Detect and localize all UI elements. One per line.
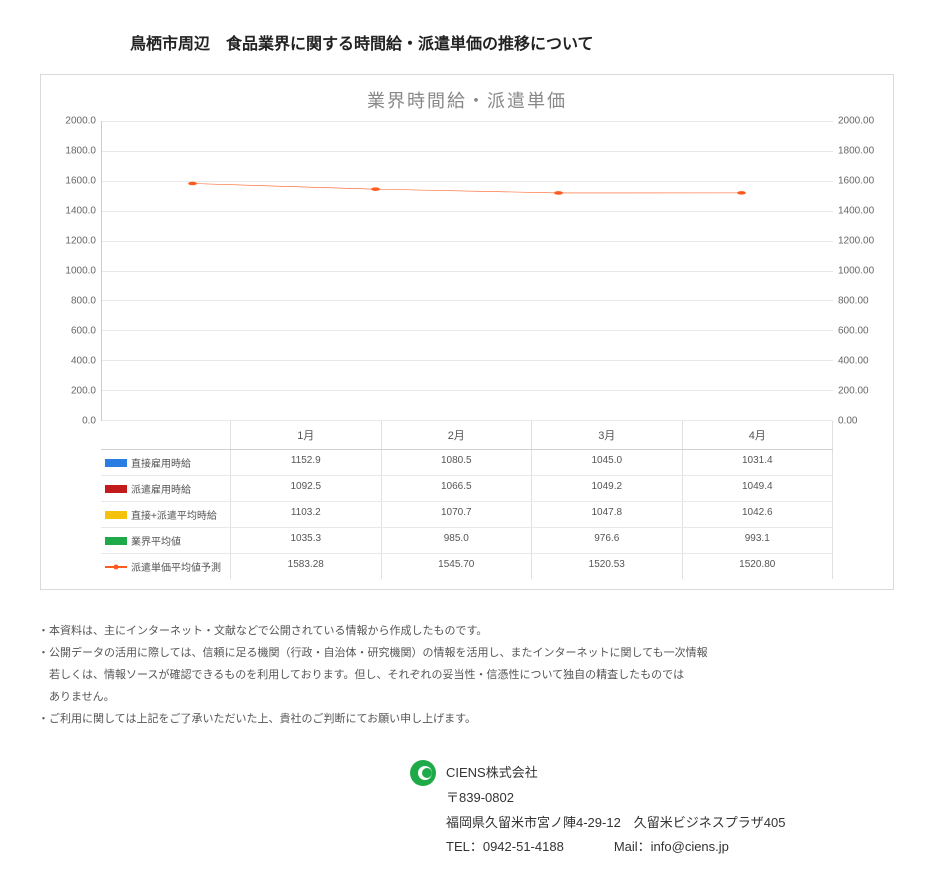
address: 福岡県久留米市宮ノ陣4-29-12 久留米ビジネスプラザ405 bbox=[446, 811, 904, 836]
notes-block: ・本資料は、主にインターネット・文献などで公開されている情報から作成したものです… bbox=[38, 620, 904, 730]
y-tick: 1800.00 bbox=[838, 146, 893, 157]
data-cell: 1045.0 bbox=[532, 450, 683, 475]
x-axis: 1月2月3月4月 bbox=[101, 421, 833, 450]
legend-label: 直接雇用時給 bbox=[131, 455, 191, 470]
y-tick: 1000.0 bbox=[41, 266, 96, 277]
data-cell: 993.1 bbox=[683, 528, 834, 553]
chart-title: 業界時間給・派遣単価 bbox=[41, 75, 893, 121]
plot-area: 0.0200.0400.0600.0800.01000.01200.01400.… bbox=[101, 121, 833, 421]
company-logo-icon bbox=[410, 760, 436, 786]
legend-label: 派遣単価平均値予測 bbox=[131, 559, 221, 574]
data-cell: 1152.9 bbox=[231, 450, 382, 475]
table-row: 派遣単価平均値予測 1583.281545.701520.531520.80 bbox=[101, 554, 833, 579]
note-line: 若しくは、情報ソースが確認できるものを利用しております。但し、それぞれの妥当性・… bbox=[38, 664, 904, 686]
y-tick: 2000.0 bbox=[41, 116, 96, 127]
table-row: 派遣雇用時給 1092.51066.51049.21049.4 bbox=[101, 476, 833, 502]
x-axis-label: 1月 bbox=[231, 421, 382, 449]
data-cell: 1049.2 bbox=[532, 476, 683, 501]
legend-label: 派遣雇用時給 bbox=[131, 481, 191, 496]
tel: TEL：0942-51-4188 bbox=[446, 835, 564, 860]
page-title: 鳥栖市周辺 食品業界に関する時間給・派遣単価の推移について bbox=[130, 30, 904, 54]
x-axis-label: 2月 bbox=[382, 421, 533, 449]
chart-container: 業界時間給・派遣単価 0.0200.0400.0600.0800.01000.0… bbox=[40, 74, 894, 590]
y-tick: 800.0 bbox=[41, 296, 96, 307]
y-tick: 600.0 bbox=[41, 326, 96, 337]
y-axis-right: 0.00200.00400.00600.00800.001000.001200.… bbox=[838, 121, 893, 421]
data-cell: 1066.5 bbox=[382, 476, 533, 501]
postal-code: 〒839-0802 bbox=[446, 786, 904, 811]
y-tick: 1200.00 bbox=[838, 236, 893, 247]
y-tick: 200.0 bbox=[41, 386, 96, 397]
plot-inner bbox=[101, 121, 833, 421]
data-cell: 1520.80 bbox=[683, 554, 834, 579]
company-name: CIENS株式会社 bbox=[446, 761, 538, 786]
data-cell: 1070.7 bbox=[382, 502, 533, 527]
y-tick: 1000.00 bbox=[838, 266, 893, 277]
x-axis-label: 3月 bbox=[532, 421, 683, 449]
y-tick: 1600.00 bbox=[838, 176, 893, 187]
data-cell: 1545.70 bbox=[382, 554, 533, 579]
y-tick: 1200.0 bbox=[41, 236, 96, 247]
y-tick: 1800.0 bbox=[41, 146, 96, 157]
legend-cell: 業界平均値 bbox=[101, 528, 231, 553]
legend-cell: 直接雇用時給 bbox=[101, 450, 231, 475]
data-cell: 1080.5 bbox=[382, 450, 533, 475]
legend-swatch bbox=[105, 566, 127, 568]
note-line: ・本資料は、主にインターネット・文献などで公開されている情報から作成したものです… bbox=[38, 620, 904, 642]
x-axis-label: 4月 bbox=[683, 421, 834, 449]
data-cell: 1092.5 bbox=[231, 476, 382, 501]
data-cell: 976.6 bbox=[532, 528, 683, 553]
data-cell: 1035.3 bbox=[231, 528, 382, 553]
data-cell: 1047.8 bbox=[532, 502, 683, 527]
y-tick: 600.00 bbox=[838, 326, 893, 337]
legend-label: 業界平均値 bbox=[131, 533, 181, 548]
data-cell: 1520.53 bbox=[532, 554, 683, 579]
legend-cell: 派遣雇用時給 bbox=[101, 476, 231, 501]
data-table: 直接雇用時給 1152.91080.51045.01031.4 派遣雇用時給 1092… bbox=[101, 450, 833, 579]
y-tick: 400.00 bbox=[838, 356, 893, 367]
y-axis-left: 0.0200.0400.0600.0800.01000.01200.01400.… bbox=[41, 121, 96, 421]
legend-cell: 直接+派遣平均時給 bbox=[101, 502, 231, 527]
note-line: ・公開データの活用に際しては、信頼に足る機関（行政・自治体・研究機関）の情報を活… bbox=[38, 642, 904, 664]
data-cell: 1031.4 bbox=[683, 450, 834, 475]
y-tick: 0.0 bbox=[41, 416, 96, 427]
legend-label: 直接+派遣平均時給 bbox=[131, 507, 217, 522]
y-tick: 2000.00 bbox=[838, 116, 893, 127]
y-tick: 1600.0 bbox=[41, 176, 96, 187]
legend-cell: 派遣単価平均値予測 bbox=[101, 554, 231, 579]
note-line: ・ご利用に関しては上記をご了承いただいた上、貴社のご判断にてお願い申し上げます。 bbox=[38, 708, 904, 730]
y-tick: 800.00 bbox=[838, 296, 893, 307]
mail: Mail：info@ciens.jp bbox=[614, 835, 729, 860]
footer: CIENS株式会社 〒839-0802 福岡県久留米市宮ノ陣4-29-12 久留… bbox=[410, 760, 904, 860]
table-row: 直接+派遣平均時給 1103.21070.71047.81042.6 bbox=[101, 502, 833, 528]
legend-swatch bbox=[105, 459, 127, 467]
data-cell: 1583.28 bbox=[231, 554, 382, 579]
data-cell: 1103.2 bbox=[231, 502, 382, 527]
y-tick: 0.00 bbox=[838, 416, 893, 427]
y-tick: 1400.00 bbox=[838, 206, 893, 217]
legend-swatch bbox=[105, 511, 127, 519]
data-cell: 985.0 bbox=[382, 528, 533, 553]
y-tick: 200.00 bbox=[838, 386, 893, 397]
data-cell: 1042.6 bbox=[683, 502, 834, 527]
legend-swatch bbox=[105, 485, 127, 493]
legend-swatch bbox=[105, 537, 127, 545]
table-row: 業界平均値 1035.3985.0976.6993.1 bbox=[101, 528, 833, 554]
data-cell: 1049.4 bbox=[683, 476, 834, 501]
note-line: ありません。 bbox=[38, 686, 904, 708]
y-tick: 400.0 bbox=[41, 356, 96, 367]
table-row: 直接雇用時給 1152.91080.51045.01031.4 bbox=[101, 450, 833, 476]
y-tick: 1400.0 bbox=[41, 206, 96, 217]
